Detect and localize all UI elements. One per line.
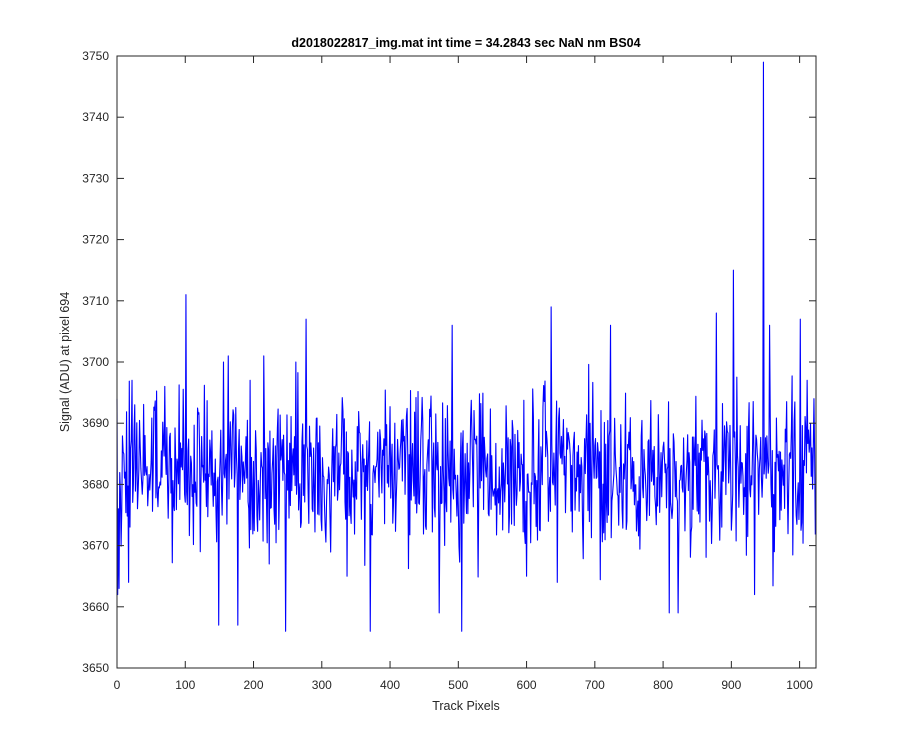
y-tick-label: 3660 xyxy=(82,600,109,614)
x-tick-label: 1000 xyxy=(786,678,813,692)
x-tick-label: 900 xyxy=(721,678,741,692)
y-tick-label: 3680 xyxy=(82,477,109,491)
series-line xyxy=(116,61,816,632)
y-axis-label: Signal (ADU) at pixel 694 xyxy=(58,292,72,432)
x-tick-label: 0 xyxy=(114,678,121,692)
y-tick-label: 3720 xyxy=(82,233,109,247)
y-tick-label: 3650 xyxy=(82,661,109,675)
x-axis-ticks: 0 100 200 300 400 500 600 700 800 900 1000 xyxy=(114,56,813,692)
x-tick-label: 300 xyxy=(312,678,332,692)
y-axis-ticks: 3650 3660 3670 3680 3690 3700 3710 3720 3730 3740… xyxy=(82,49,816,675)
y-tick-label: 3710 xyxy=(82,294,109,308)
y-tick-label: 3740 xyxy=(82,110,109,124)
series-layer xyxy=(116,61,816,632)
x-tick-label: 200 xyxy=(244,678,264,692)
y-tick-label: 3750 xyxy=(82,49,109,63)
y-tick-label: 3670 xyxy=(82,539,109,553)
y-tick-label: 3700 xyxy=(82,355,109,369)
x-tick-label: 400 xyxy=(380,678,400,692)
x-tick-label: 500 xyxy=(448,678,468,692)
y-tick-label: 3730 xyxy=(82,171,109,185)
x-tick-label: 800 xyxy=(653,678,673,692)
x-axis-label: Track Pixels xyxy=(432,699,500,713)
y-tick-label: 3690 xyxy=(82,416,109,430)
plot-area xyxy=(117,56,816,668)
x-tick-label: 600 xyxy=(517,678,537,692)
chart-title: d2018022817_img.mat int time = 34.2843 s… xyxy=(291,36,640,50)
x-tick-label: 100 xyxy=(175,678,195,692)
x-tick-label: 700 xyxy=(585,678,605,692)
